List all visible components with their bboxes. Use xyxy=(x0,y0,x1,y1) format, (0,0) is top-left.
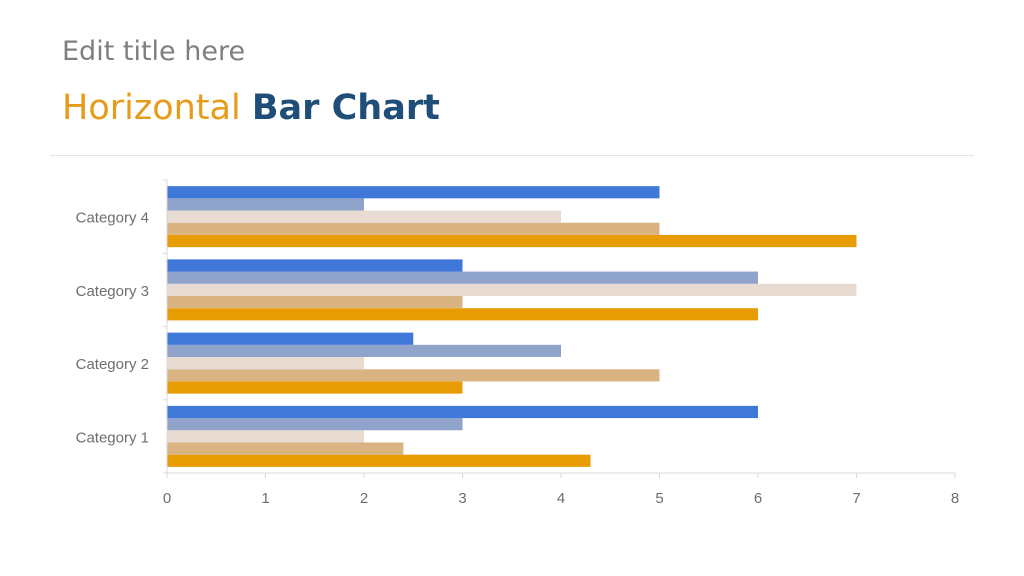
title-divider xyxy=(50,155,974,156)
slide-title: Horizontal Bar Chart xyxy=(62,88,440,128)
x-tick-label: 5 xyxy=(655,490,663,507)
bar xyxy=(167,222,660,235)
bar xyxy=(167,454,591,467)
x-tick-label: 2 xyxy=(360,490,368,507)
bar xyxy=(167,186,660,199)
bar xyxy=(167,369,660,382)
bar xyxy=(167,418,463,431)
slide-subtitle: Edit title here xyxy=(62,36,246,67)
bar xyxy=(167,283,857,296)
bar xyxy=(167,295,463,309)
x-tick-label: 1 xyxy=(261,490,269,507)
bar xyxy=(167,430,364,443)
title-highlight-text: Horizontal xyxy=(62,88,241,128)
bar xyxy=(167,357,364,370)
x-tick-label: 6 xyxy=(754,490,762,507)
bar xyxy=(167,198,364,211)
x-tick-label: 7 xyxy=(852,490,860,507)
bar xyxy=(167,405,758,419)
title-bold-text: Bar Chart xyxy=(251,88,440,128)
bar xyxy=(167,332,414,345)
x-tick-label: 8 xyxy=(951,490,959,507)
category-label: Category 2 xyxy=(76,356,149,373)
category-label: Category 4 xyxy=(76,210,149,227)
bar xyxy=(167,259,463,272)
category-label: Category 1 xyxy=(76,429,149,446)
x-tick-label: 3 xyxy=(458,490,466,507)
bar xyxy=(167,308,758,321)
x-tick-label: 0 xyxy=(163,490,171,507)
bar xyxy=(167,271,758,284)
bar xyxy=(167,442,404,455)
bar xyxy=(167,381,463,394)
x-tick-label: 4 xyxy=(557,490,565,507)
category-label: Category 3 xyxy=(76,283,149,300)
bar xyxy=(167,344,561,358)
bar xyxy=(167,234,857,248)
bar xyxy=(167,210,561,223)
